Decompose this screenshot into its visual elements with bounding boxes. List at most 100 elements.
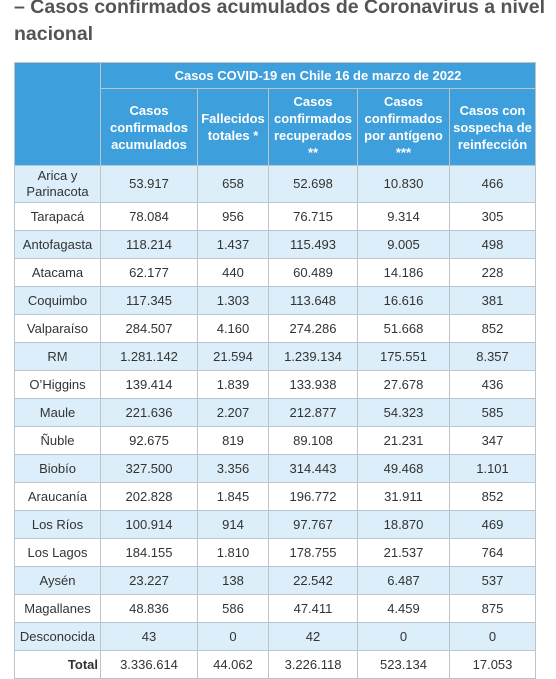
value-cell: 8.357: [448, 342, 537, 371]
value-cell: 117.345: [100, 286, 198, 315]
value-cell: 875: [448, 594, 537, 623]
value-cell: 113.648: [268, 286, 358, 315]
region-cell: Arica y Parinacota: [14, 165, 101, 203]
column-header: Casos confirmados por antígeno ***: [357, 88, 450, 166]
value-cell: 498: [448, 230, 537, 259]
value-cell: 54.323: [357, 398, 450, 427]
table-row: Arica y Parinacota 53.917 658 52.698 10.830 4…: [14, 165, 537, 203]
value-cell: 3.336.614: [100, 650, 198, 679]
table-row: O’Higgins 139.414 1.839 133.938 27.678 436: [14, 370, 537, 399]
table-row: Los Ríos 100.914 914 97.767 18.870 469: [14, 510, 537, 539]
table-row: Maule 221.636 2.207 212.877 54.323 585: [14, 398, 537, 427]
value-cell: 62.177: [100, 258, 198, 287]
column-header: Casos confirmados acumulados: [100, 88, 198, 166]
value-cell: 314.443: [268, 454, 358, 483]
value-cell: 196.772: [268, 482, 358, 511]
value-cell: 115.493: [268, 230, 358, 259]
value-cell: 184.155: [100, 538, 198, 567]
region-cell: Los Lagos: [14, 538, 101, 567]
value-cell: 21.594: [197, 342, 269, 371]
value-cell: 852: [448, 482, 537, 511]
value-cell: 178.755: [268, 538, 358, 567]
value-cell: 17.053: [448, 650, 537, 679]
region-cell: Aysén: [14, 566, 101, 595]
table-row: Biobío 327.500 3.356 314.443 49.468 1.101: [14, 454, 537, 483]
value-cell: 18.870: [357, 510, 450, 539]
value-cell: 48.836: [100, 594, 198, 623]
value-cell: 585: [448, 398, 537, 427]
value-cell: 586: [197, 594, 269, 623]
region-cell: Tarapacá: [14, 202, 101, 231]
value-cell: 16.616: [357, 286, 450, 315]
value-cell: 327.500: [100, 454, 198, 483]
value-cell: 49.468: [357, 454, 450, 483]
region-cell: Magallanes: [14, 594, 101, 623]
value-cell: 212.877: [268, 398, 358, 427]
value-cell: 138: [197, 566, 269, 595]
table-row: Los Lagos 184.155 1.810 178.755 21.537 764: [14, 538, 537, 567]
value-cell: 21.231: [357, 426, 450, 455]
value-cell: 89.108: [268, 426, 358, 455]
value-cell: 51.668: [357, 314, 450, 343]
table-caption: Casos COVID-19 en Chile 16 de marzo de 2…: [99, 62, 537, 89]
table-row: Ñuble 92.675 819 89.108 21.231 347: [14, 426, 537, 455]
column-header: Casos confirmados recuperados **: [268, 88, 358, 166]
value-cell: 381: [448, 286, 537, 315]
value-cell: 6.487: [357, 566, 450, 595]
value-cell: 21.537: [357, 538, 450, 567]
value-cell: 4.459: [357, 594, 450, 623]
region-cell: O’Higgins: [14, 370, 101, 399]
header-blank: [14, 62, 101, 166]
table-row: Antofagasta 118.214 1.437 115.493 9.005 498: [14, 230, 537, 259]
value-cell: 3.356: [197, 454, 269, 483]
value-cell: 52.698: [268, 165, 358, 203]
value-cell: 1.839: [197, 370, 269, 399]
table-row: Araucanía 202.828 1.845 196.772 31.911 852: [14, 482, 537, 511]
value-cell: 22.542: [268, 566, 358, 595]
value-cell: 1.810: [197, 538, 269, 567]
value-cell: 139.414: [100, 370, 198, 399]
region-cell: Ñuble: [14, 426, 101, 455]
value-cell: 1.303: [197, 286, 269, 315]
column-header: Casos con sospecha de reinfección: [448, 88, 537, 166]
value-cell: 852: [448, 314, 537, 343]
table-row: Tarapacá 78.084 956 76.715 9.314 305: [14, 202, 537, 231]
table-row: Magallanes 48.836 586 47.411 4.459 875: [14, 594, 537, 623]
value-cell: 23.227: [100, 566, 198, 595]
value-cell: 9.314: [357, 202, 450, 231]
table-row: Coquimbo 117.345 1.303 113.648 16.616 381: [14, 286, 537, 315]
value-cell: 305: [448, 202, 537, 231]
value-cell: 764: [448, 538, 537, 567]
table-row: Valparaíso 284.507 4.160 274.286 51.668 852: [14, 314, 537, 343]
table-row: Total 3.336.614 44.062 3.226.118 523.134 17.0…: [14, 650, 537, 679]
region-cell: RM: [14, 342, 101, 371]
value-cell: 523.134: [357, 650, 450, 679]
value-cell: 1.101: [448, 454, 537, 483]
value-cell: 440: [197, 258, 269, 287]
region-cell: Total: [14, 650, 101, 679]
value-cell: 466: [448, 165, 537, 203]
table-row: Aysén 23.227 138 22.542 6.487 537: [14, 566, 537, 595]
value-cell: 1.845: [197, 482, 269, 511]
value-cell: 47.411: [268, 594, 358, 623]
value-cell: 31.911: [357, 482, 450, 511]
value-cell: 27.678: [357, 370, 450, 399]
value-cell: 78.084: [100, 202, 198, 231]
value-cell: 14.186: [357, 258, 450, 287]
value-cell: 274.286: [268, 314, 358, 343]
value-cell: 60.489: [268, 258, 358, 287]
region-cell: Coquimbo: [14, 286, 101, 315]
value-cell: 956: [197, 202, 269, 231]
value-cell: 97.767: [268, 510, 358, 539]
table-row: Atacama 62.177 440 60.489 14.186 228: [14, 258, 537, 287]
table-row: RM 1.281.142 21.594 1.239.134 175.551 8.357: [14, 342, 537, 371]
column-header: Fallecidos totales *: [197, 88, 269, 166]
value-cell: 44.062: [197, 650, 269, 679]
value-cell: 10.830: [357, 165, 450, 203]
value-cell: 100.914: [100, 510, 198, 539]
covid-table: Casos COVID-19 en Chile 16 de marzo de 2…: [14, 62, 537, 679]
value-cell: 819: [197, 426, 269, 455]
value-cell: 4.160: [197, 314, 269, 343]
value-cell: 92.675: [100, 426, 198, 455]
region-cell: Antofagasta: [14, 230, 101, 259]
